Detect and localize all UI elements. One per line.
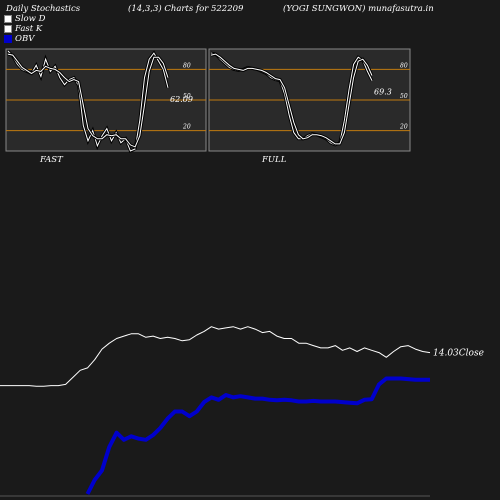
full-y-tick-label: 50 bbox=[400, 93, 408, 100]
legend-item-slow-d: Slow D bbox=[4, 14, 45, 24]
chart-title-center: (14,3,3) Charts for 522209 bbox=[128, 4, 244, 14]
fast-y-tick-label: 80 bbox=[183, 62, 191, 69]
fast-y-tick-label: 20 bbox=[182, 124, 191, 131]
fast-last-value-label: 62.09 bbox=[170, 95, 193, 104]
legend-label-obv: OBV bbox=[15, 34, 35, 44]
legend-swatch-obv bbox=[4, 35, 12, 43]
full-panel-label: FULL bbox=[261, 155, 287, 165]
full-series-1-line bbox=[210, 53, 373, 145]
fast-series-0-line bbox=[7, 50, 169, 152]
chart-title-left: Daily Stochastics bbox=[6, 4, 81, 14]
fast-panel-label: FAST bbox=[39, 155, 64, 165]
full-y-tick-label: 80 bbox=[400, 62, 408, 69]
legend-label-slow-d: Slow D bbox=[15, 14, 46, 24]
legend-item-obv: OBV bbox=[4, 34, 34, 44]
full-last-value-label: 69.3 bbox=[374, 88, 392, 97]
chart-title-right: (YOGI SUNGWON) munafasutra.in bbox=[283, 4, 434, 14]
legend-swatch-fast-k bbox=[4, 25, 12, 33]
fast-series-1-line bbox=[7, 53, 169, 148]
fast-y-tick-label: 50 bbox=[183, 93, 191, 100]
legend-swatch-slow-d bbox=[4, 15, 12, 23]
legend-item-fast-k: Fast K bbox=[4, 24, 42, 34]
close-last-value-label: 14.03Close bbox=[433, 349, 484, 359]
full-y-tick-label: 20 bbox=[399, 124, 408, 131]
close-line bbox=[0, 326, 431, 387]
obv-line bbox=[85, 376, 430, 495]
legend-label-fast-k: Fast K bbox=[15, 24, 43, 34]
